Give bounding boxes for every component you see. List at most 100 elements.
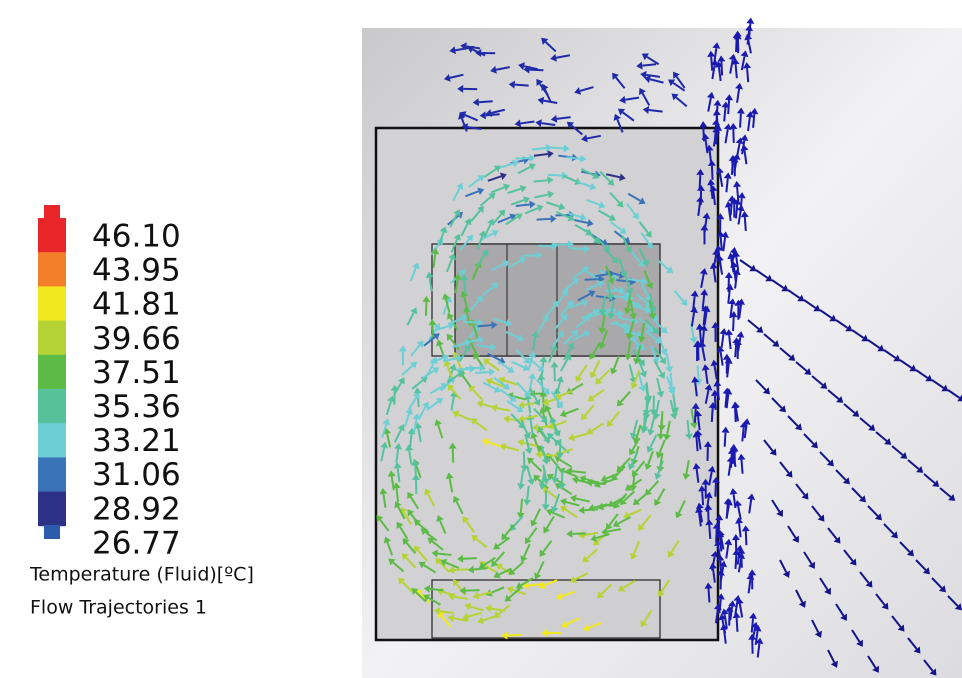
flow-arrow-shaft bbox=[727, 504, 728, 518]
flow-arrow-shaft bbox=[709, 525, 710, 539]
flow-arrow-shaft bbox=[733, 317, 734, 331]
flow-arrow-shaft bbox=[478, 325, 492, 326]
legend-label: 26.77 bbox=[92, 525, 181, 561]
legend-label: 37.51 bbox=[92, 355, 181, 391]
flow-arrow-shaft bbox=[700, 175, 701, 189]
flow-arrow-shaft bbox=[712, 166, 713, 180]
flow-arrow-shaft bbox=[735, 343, 736, 357]
legend-swatch bbox=[38, 355, 66, 390]
flow-arrow-shaft bbox=[731, 201, 732, 215]
flow-arrow-shaft bbox=[716, 529, 717, 543]
flow-arrow-shaft bbox=[534, 180, 548, 181]
flow-arrow-shaft bbox=[585, 279, 599, 280]
flow-arrow-shaft bbox=[746, 531, 747, 545]
legend-swatch bbox=[38, 286, 66, 321]
flow-arrow-shaft bbox=[546, 491, 547, 505]
legend-label: 46.10 bbox=[92, 219, 181, 255]
flow-arrow-shaft bbox=[708, 588, 709, 602]
flow-arrow-shaft bbox=[742, 428, 743, 442]
legend: 46.1043.9541.8139.6637.5135.3633.2131.06… bbox=[38, 205, 181, 561]
flow-arrow-shaft bbox=[548, 175, 562, 176]
flow-arrow-shaft bbox=[463, 558, 477, 559]
flow-arrow-shaft bbox=[464, 280, 465, 294]
flow-arrow-shaft bbox=[753, 114, 754, 128]
flow-arrow-shaft bbox=[465, 590, 479, 591]
legend-label: 41.81 bbox=[92, 287, 181, 323]
legend-swatch bbox=[38, 457, 66, 492]
legend-swatch bbox=[38, 252, 66, 287]
screenshot: 46.1043.9541.8139.6637.5135.3633.2131.06… bbox=[0, 0, 962, 678]
flow-arrow-shaft bbox=[486, 114, 500, 115]
flow-arrow-shaft bbox=[735, 555, 736, 569]
flow-arrow-shaft bbox=[698, 366, 699, 380]
flow-arrow-shaft bbox=[745, 217, 746, 231]
flow-arrow-shaft bbox=[696, 437, 697, 451]
legend-label: 35.36 bbox=[92, 389, 181, 425]
flow-arrow-shaft bbox=[703, 127, 704, 141]
flow-arrow-shaft bbox=[521, 499, 522, 513]
flow-arrow-shaft bbox=[562, 470, 563, 484]
flow-arrow-shaft bbox=[736, 204, 737, 218]
flow-arrow-shaft bbox=[721, 61, 722, 75]
flow-arrow-shaft bbox=[695, 409, 696, 423]
flow-arrow-shaft bbox=[741, 198, 742, 212]
flow-arrow-shaft bbox=[747, 68, 748, 82]
flow-arrow-shaft bbox=[464, 322, 478, 323]
legend-plot-name: Flow Trajectories 1 bbox=[30, 597, 207, 619]
flow-arrow-shaft bbox=[726, 178, 727, 192]
flow-arrow-shaft bbox=[570, 248, 584, 249]
flow-arrow-shaft bbox=[507, 635, 521, 636]
flow-arrow-shaft bbox=[752, 619, 753, 633]
flow-arrow-shaft bbox=[524, 452, 525, 466]
flow-arrow-shaft bbox=[737, 618, 738, 632]
legend-label: 33.21 bbox=[92, 423, 181, 459]
flow-arrow-shaft bbox=[537, 219, 551, 220]
flow-arrow-shaft bbox=[715, 125, 716, 139]
flow-arrow-shaft bbox=[736, 64, 737, 78]
legend-label: 31.06 bbox=[92, 457, 181, 493]
flow-arrow-shaft bbox=[642, 64, 656, 65]
legend-label: 43.95 bbox=[92, 253, 181, 289]
enclosure bbox=[376, 128, 718, 640]
flow-arrow-shaft bbox=[736, 38, 737, 52]
flow-arrow-shaft bbox=[712, 408, 713, 422]
flow-arrow-shaft bbox=[605, 290, 619, 291]
flow-arrow-shaft bbox=[529, 70, 543, 71]
flow-arrow-shaft bbox=[515, 158, 529, 159]
legend-swatch bbox=[38, 321, 66, 356]
flow-arrow-shaft bbox=[584, 509, 598, 510]
flow-arrow-shaft bbox=[724, 107, 725, 121]
flow-arrow-shaft bbox=[662, 411, 663, 425]
flow-arrow-shaft bbox=[456, 369, 470, 370]
legend-swatch bbox=[38, 218, 66, 253]
flow-arrow-shaft bbox=[700, 329, 701, 343]
flow-arrow-shaft bbox=[550, 148, 564, 149]
flow-arrow-shaft bbox=[732, 161, 733, 175]
flow-arrow-shaft bbox=[717, 106, 718, 120]
flow-arrow-shaft bbox=[725, 433, 726, 447]
legend-label: 39.66 bbox=[92, 321, 181, 357]
flow-arrow-shaft bbox=[454, 569, 468, 570]
flow-arrow-shaft bbox=[647, 396, 648, 410]
legend-quantity: Temperature (Fluid)[ºC] bbox=[29, 564, 254, 586]
legend-cap bbox=[44, 205, 60, 219]
flow-arrow-shaft bbox=[541, 455, 555, 456]
flow-arrow-shaft bbox=[479, 101, 493, 102]
flow-arrow-shaft bbox=[415, 465, 416, 479]
flow-arrow-shaft bbox=[702, 491, 703, 505]
legend-swatch bbox=[38, 423, 66, 458]
flow-arrow-shaft bbox=[592, 483, 606, 484]
flow-arrow-shaft bbox=[741, 554, 742, 568]
flow-arrow-shaft bbox=[474, 568, 488, 569]
flow-arrow-shaft bbox=[671, 373, 672, 387]
flow-arrow-shaft bbox=[741, 460, 742, 474]
bottom-component bbox=[432, 580, 660, 638]
flow-arrow-shaft bbox=[720, 561, 721, 575]
flow-arrow-shaft bbox=[740, 114, 741, 128]
legend-swatch bbox=[38, 389, 66, 424]
flow-arrow-head bbox=[746, 18, 754, 24]
legend-label: 28.92 bbox=[92, 491, 181, 527]
flow-arrow-shaft bbox=[515, 85, 529, 86]
flow-arrow-shaft bbox=[566, 157, 580, 158]
flow-arrow-head bbox=[745, 25, 753, 31]
